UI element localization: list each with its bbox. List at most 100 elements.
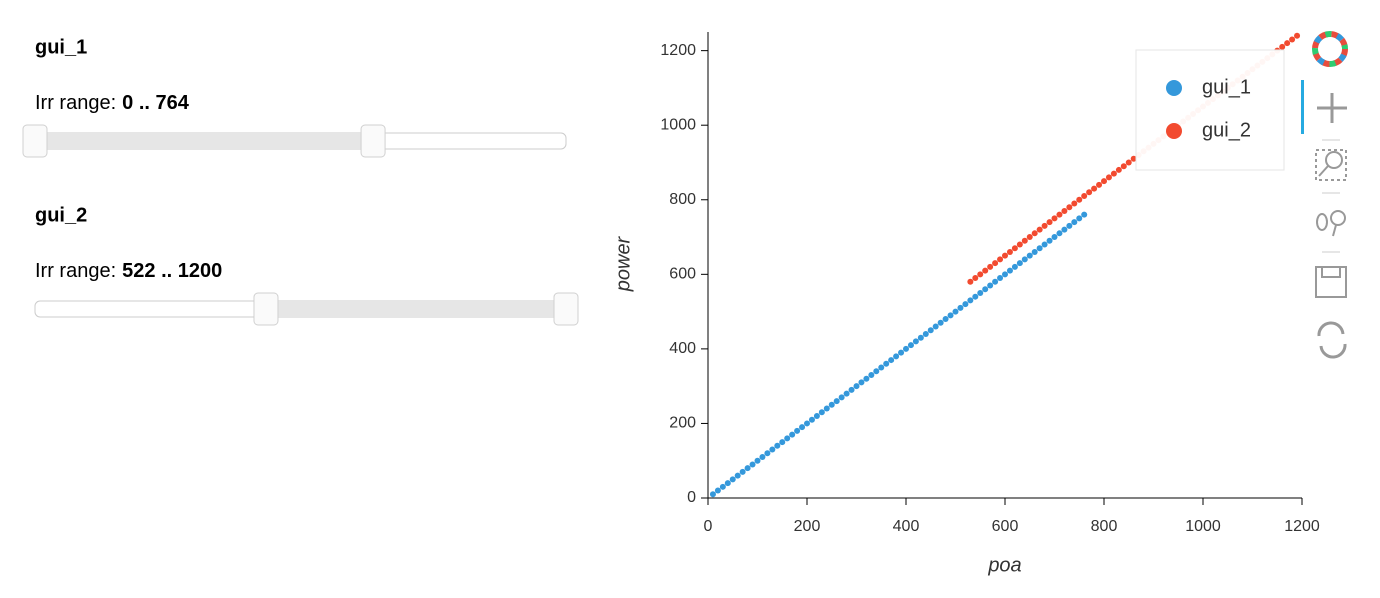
- point: [1002, 252, 1008, 259]
- point: [1105, 174, 1112, 181]
- wheel-zoom-tool[interactable]: [1316, 210, 1346, 237]
- point: [1036, 245, 1043, 252]
- point: [1051, 234, 1058, 241]
- active-tool-indicator: [1301, 80, 1304, 134]
- box-zoom-tool[interactable]: [1315, 149, 1347, 181]
- point: [987, 282, 994, 289]
- save-tool[interactable]: [1315, 266, 1347, 298]
- point: [1279, 43, 1286, 50]
- point: [977, 271, 984, 278]
- point: [952, 308, 959, 315]
- point: [1284, 40, 1291, 47]
- range-label-text: Irr range:: [35, 92, 116, 114]
- range-value: 0 .. 764: [122, 92, 190, 114]
- point: [997, 275, 1004, 282]
- legend-label: gui_2: [1202, 119, 1251, 141]
- pan-tool[interactable]: [1317, 93, 1347, 123]
- point: [922, 330, 929, 337]
- slider-connect: [265, 301, 566, 317]
- point: [962, 301, 969, 308]
- point: [779, 439, 786, 446]
- reset-tool[interactable]: [1317, 321, 1347, 359]
- widget-title: gui_2: [35, 204, 87, 226]
- slider-handle[interactable]: [553, 292, 579, 326]
- point: [977, 289, 984, 296]
- point: [769, 446, 776, 453]
- point: [868, 371, 875, 378]
- point: [719, 483, 726, 490]
- bokeh-logo[interactable]: [1312, 31, 1348, 67]
- point: [1056, 230, 1063, 237]
- legend-marker: [1166, 123, 1182, 139]
- point: [1016, 260, 1023, 267]
- point: [982, 267, 989, 274]
- point: [1016, 241, 1023, 248]
- point: [1086, 189, 1093, 196]
- point: [749, 461, 756, 468]
- point: [848, 386, 855, 393]
- point: [1041, 241, 1048, 248]
- x-tick-label: 200: [794, 518, 821, 535]
- point: [1115, 166, 1122, 173]
- point: [1061, 207, 1068, 214]
- point: [967, 297, 974, 304]
- point: [759, 453, 766, 460]
- point: [1051, 215, 1058, 222]
- point: [972, 275, 979, 282]
- point: [1130, 155, 1137, 162]
- point: [799, 424, 806, 431]
- x-tick-label: 600: [992, 518, 1019, 535]
- point: [1061, 226, 1068, 233]
- point: [997, 256, 1004, 263]
- slider-handle[interactable]: [253, 292, 279, 326]
- x-tick-label: 1000: [1185, 518, 1221, 535]
- point: [1041, 222, 1048, 229]
- point: [1081, 193, 1088, 200]
- range-label: Irr range: 522 .. 1200: [35, 260, 222, 282]
- y-tick-label: 800: [669, 191, 696, 208]
- y-tick-label: 1000: [660, 116, 696, 133]
- point: [987, 263, 994, 270]
- point: [917, 334, 924, 341]
- point: [873, 368, 880, 375]
- point: [774, 442, 781, 449]
- point: [784, 435, 791, 442]
- point: [794, 427, 801, 434]
- range-value: 522 .. 1200: [122, 260, 222, 282]
- legend-label: gui_1: [1202, 76, 1251, 98]
- y-tick-label: 600: [669, 266, 696, 283]
- point: [1006, 267, 1013, 274]
- slider-handle[interactable]: [360, 124, 386, 158]
- point: [1101, 178, 1107, 185]
- point: [912, 338, 919, 345]
- slider-handle[interactable]: [22, 124, 48, 158]
- point: [1046, 219, 1053, 226]
- point: [982, 286, 989, 293]
- point: [1096, 181, 1103, 188]
- point: [1036, 226, 1043, 233]
- point: [744, 465, 751, 472]
- slider-connect: [35, 133, 374, 149]
- point: [729, 476, 736, 483]
- point: [858, 379, 865, 386]
- x-tick-label: 0: [704, 518, 713, 535]
- point: [893, 353, 900, 360]
- point: [754, 457, 761, 464]
- point: [1071, 219, 1078, 226]
- point: [813, 412, 820, 419]
- point: [992, 278, 999, 285]
- point: [1002, 271, 1008, 278]
- point: [1125, 159, 1132, 166]
- y-tick-label: 400: [669, 340, 696, 357]
- point: [1026, 252, 1033, 259]
- point: [957, 304, 964, 311]
- point: [927, 327, 934, 334]
- point: [1066, 204, 1073, 211]
- legend-box: [1135, 49, 1285, 171]
- point: [1081, 211, 1088, 218]
- widget-title: gui_1: [35, 36, 87, 58]
- legend-marker: [1166, 80, 1182, 96]
- point: [1120, 163, 1127, 170]
- point: [1289, 36, 1296, 43]
- point: [828, 401, 835, 408]
